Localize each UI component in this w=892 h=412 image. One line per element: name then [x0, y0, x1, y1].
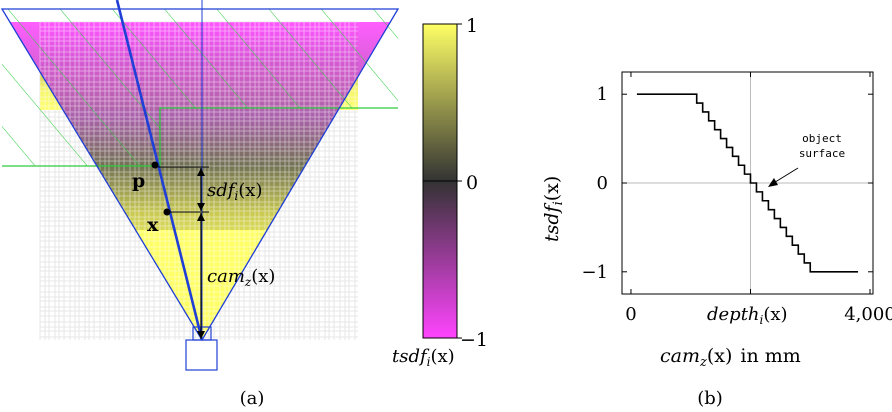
- cam-arrow-head-bottom: [197, 331, 205, 339]
- x-axis-label-main: cam: [660, 345, 700, 367]
- annotation-surface: surface: [799, 147, 845, 160]
- colorbar-title-arg: (x): [431, 346, 455, 367]
- sdf-arrow-head-top: [197, 168, 205, 176]
- annotation-arrow: [771, 167, 799, 185]
- label-p: p: [132, 170, 145, 192]
- colorbar-label-bottom: −1: [460, 329, 488, 351]
- axis-tick-labels: 1 0 −1 0 4,000: [581, 84, 892, 325]
- point-p: [151, 161, 159, 169]
- colorbar-title: tsdfi(x): [392, 346, 455, 369]
- camera-frustum: [0, 8, 400, 342]
- camera-ray: [115, 0, 204, 341]
- colorbar-title-main: tsdf: [392, 346, 430, 367]
- x-tick-label: 4,000: [844, 304, 892, 325]
- y-axis-label: tsdfi(x): [541, 176, 566, 242]
- object-surface-line: [2, 107, 398, 167]
- label-sdf-sub: i: [234, 189, 238, 203]
- x-tick-label: 0: [625, 304, 636, 325]
- panel-a: p x sdfi(x) camz(x) (a): [0, 0, 400, 409]
- sdf-arrow-head-bottom: [197, 203, 205, 211]
- cam-arrow-head-top: [197, 213, 205, 221]
- xtick-depth: depthi(x): [707, 304, 788, 327]
- panel-b: 10−10 4,000 object surface depthi(x) tsdf…: [541, 71, 892, 409]
- x-axis-label: camz(x) in mm: [660, 345, 801, 370]
- axis-ticks: [622, 72, 873, 294]
- colorbar: 1 0 −1 tsdfi(x): [392, 15, 488, 369]
- label-cam-arg: (x): [251, 266, 275, 287]
- label-cam-sub: z: [244, 275, 252, 289]
- tsdf-curve: [636, 93, 859, 273]
- xtick-depth-main: depth: [707, 304, 760, 325]
- y-axis-label-arg: (x): [541, 176, 563, 202]
- xtick-depth-arg: (x): [763, 304, 787, 325]
- voxel-grid-overlay: [39, 21, 358, 340]
- annotation-object: object: [802, 132, 842, 145]
- annotation-arrow-head: [768, 178, 778, 187]
- label-x: x: [147, 214, 159, 236]
- camera-body: [185, 339, 218, 371]
- caption-b: (b): [697, 388, 723, 409]
- y-axis-label-main: tsdf: [541, 202, 563, 242]
- y-tick-label: 0: [597, 173, 608, 194]
- y-tick-label: −1: [581, 262, 608, 283]
- label-cam-main: cam: [207, 266, 245, 287]
- x-axis-label-arg: (x): [707, 345, 733, 367]
- xtick-depth-sub: i: [760, 313, 764, 327]
- label-sdf-main: sdf: [207, 180, 238, 201]
- x-axis-label-sub: z: [699, 355, 707, 370]
- colorbar-label-top: 1: [466, 15, 478, 37]
- label-sdf-arg: (x): [238, 180, 262, 201]
- y-tick-label: 1: [597, 84, 608, 105]
- colorbar-title-sub: i: [427, 355, 431, 369]
- caption-a: (a): [240, 388, 265, 409]
- label-sdf: sdfi(x): [207, 180, 262, 203]
- point-x: [163, 208, 171, 216]
- y-axis-label-sub: i: [551, 201, 566, 205]
- label-cam: camz(x): [207, 266, 275, 289]
- x-axis-label-suffix: in mm: [740, 345, 800, 367]
- colorbar-label-mid: 0: [466, 172, 478, 194]
